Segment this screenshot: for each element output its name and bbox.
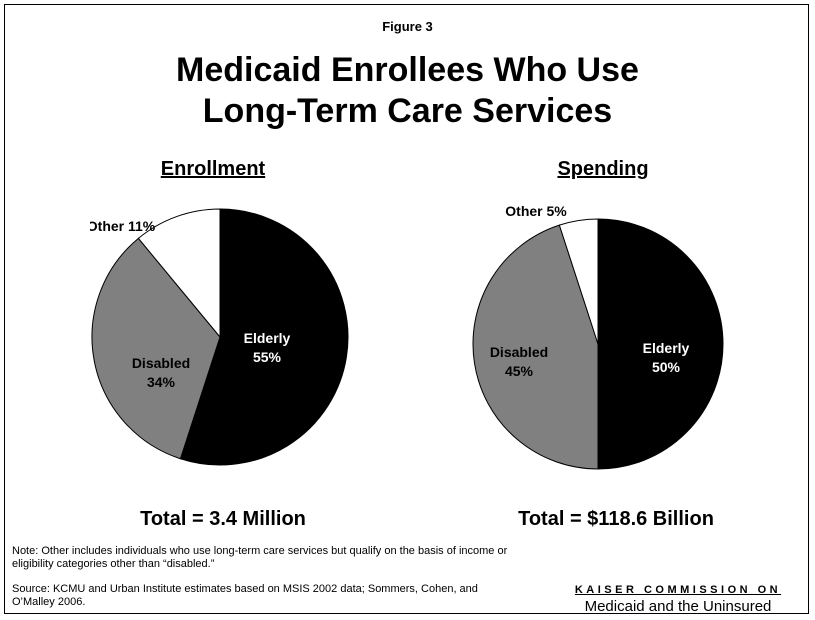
figure-frame [4, 4, 809, 614]
kaiser-logo-line-2: Medicaid and the Uninsured [584, 598, 772, 615]
enrollment-pie-chart: Elderly 55% Disabled 34% Other 11% [90, 208, 349, 466]
pie-label-other: Other 11% [90, 218, 156, 234]
enrollment-heading: Enrollment [160, 158, 266, 180]
pie-slice-other [137, 208, 221, 339]
chart-title-line-2: Long-Term Care Services [202, 92, 613, 130]
spending-heading: Spending [557, 158, 649, 180]
enrollment-total: Total = 3.4 Million [140, 508, 306, 530]
figure-label: Figure 3 [382, 19, 433, 34]
chart-title-line-1: Medicaid Enrollees Who Use [176, 51, 639, 89]
chart-title: Medicaid Enrollees Who Use Long-Term Car… [0, 50, 815, 132]
pie-label-other: Other 5% [505, 205, 567, 219]
pie-label-disabled: Disabled 45% [490, 344, 548, 379]
pie-slice-disabled [472, 224, 599, 470]
pie-slice-elderly [179, 208, 349, 466]
pie-slice-disabled [91, 237, 221, 460]
kaiser-logo-line-1: KAISER COMMISSION ON [574, 584, 782, 596]
pie-label-elderly: Elderly 50% [643, 340, 690, 375]
pie-slice-elderly [597, 218, 724, 470]
spending-total: Total = $118.6 Billion [518, 508, 714, 530]
spending-pie-chart: Elderly 50% Disabled 45% Other 5% [472, 205, 724, 470]
pie-slice-other [558, 218, 599, 345]
footnote: Note: Other includes individuals who use… [12, 545, 508, 570]
source-note: Source: KCMU and Urban Institute estimat… [12, 583, 478, 608]
pie-label-elderly: Elderly 55% [244, 330, 291, 365]
pie-label-disabled: Disabled 34% [132, 355, 190, 390]
